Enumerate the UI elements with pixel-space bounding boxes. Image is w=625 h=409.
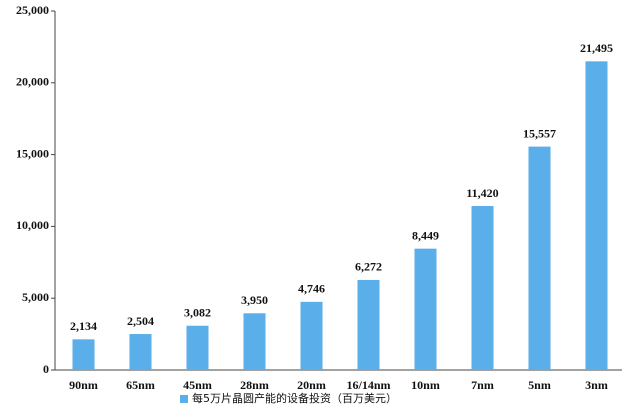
value-label: 11,420 [466, 186, 498, 200]
bar [72, 339, 95, 370]
value-label: 2,504 [127, 314, 154, 328]
bar [243, 313, 266, 370]
x-tick-label: 5nm [528, 378, 551, 392]
y-tick-label: 0 [43, 362, 49, 376]
bar [129, 334, 152, 370]
x-tick-label: 20nm [297, 378, 326, 392]
y-tick-label: 25,000 [16, 3, 49, 17]
legend-label: 每5万片晶圆产能的设备投资（百万美元） [192, 391, 397, 405]
value-label: 3,082 [184, 305, 211, 319]
x-tick-label: 65nm [126, 378, 155, 392]
x-tick-label: 3nm [585, 378, 608, 392]
value-label: 8,449 [412, 228, 439, 242]
y-tick-label: 10,000 [16, 218, 49, 232]
y-tick-label: 20,000 [16, 75, 49, 89]
x-tick-label: 10nm [411, 378, 440, 392]
value-label: 3,950 [241, 293, 268, 307]
bar [414, 248, 437, 370]
value-label: 21,495 [580, 41, 613, 55]
bar [186, 325, 209, 370]
y-tick-label: 5,000 [22, 290, 49, 304]
x-tick-label: 28nm [240, 378, 269, 392]
x-tick-label: 7nm [471, 378, 494, 392]
value-label: 6,272 [355, 260, 382, 274]
x-tick-label: 16/14nm [346, 378, 390, 392]
x-tick-label: 45nm [183, 378, 212, 392]
value-label: 15,557 [523, 126, 556, 140]
bar [357, 279, 380, 370]
bar [585, 61, 608, 371]
value-label: 4,746 [298, 282, 325, 296]
bar [528, 146, 551, 370]
legend-swatch [180, 395, 188, 403]
x-tick-label: 90nm [69, 378, 98, 392]
y-tick-label: 15,000 [16, 146, 49, 160]
bar [471, 206, 494, 370]
bar [300, 301, 323, 370]
value-label: 2,134 [70, 319, 97, 333]
